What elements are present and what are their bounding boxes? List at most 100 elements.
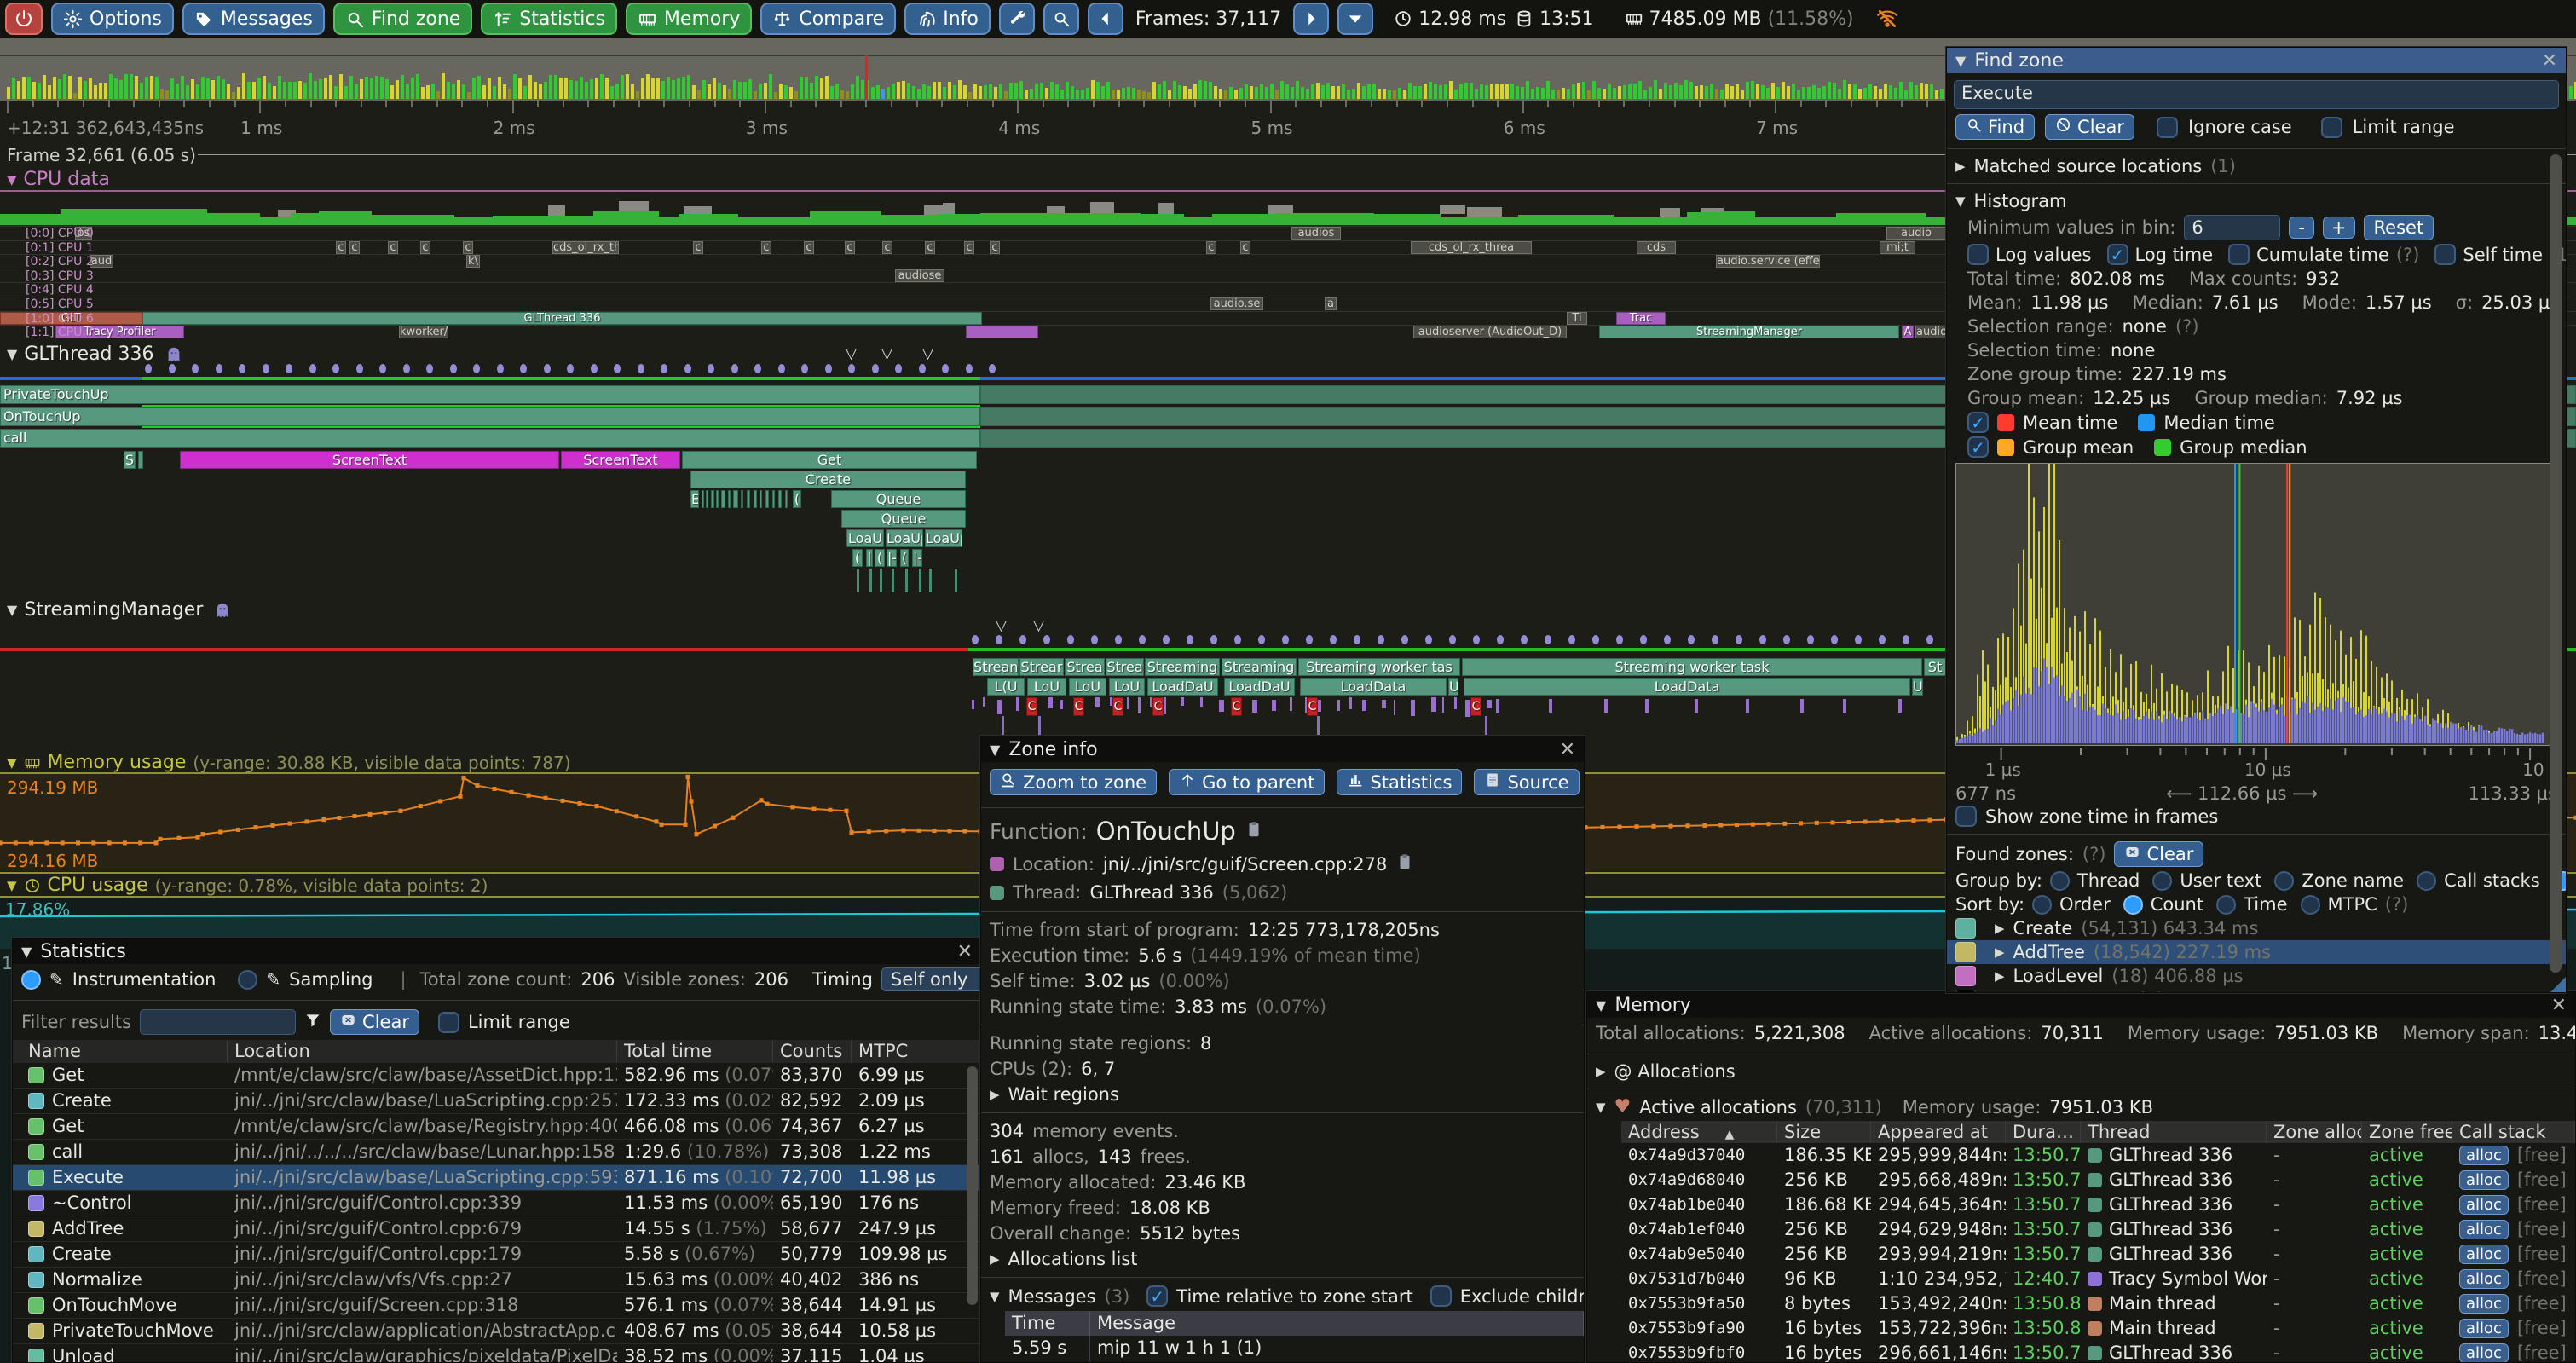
cpu-zone[interactable]: c <box>925 240 935 254</box>
zone-bar[interactable] <box>754 490 757 508</box>
collapse-icon[interactable]: ▼ <box>990 741 1001 758</box>
found-clear-button[interactable]: Clear <box>2114 841 2204 867</box>
zone-bar[interactable]: LoU <box>1069 678 1106 696</box>
zone-bar[interactable] <box>716 490 719 508</box>
zone-bar[interactable]: Strear <box>1019 658 1064 676</box>
close-icon[interactable]: ✕ <box>1559 738 1575 760</box>
log-time-checkbox[interactable] <box>2106 244 2128 265</box>
cpu-zone[interactable]: c <box>1240 240 1250 254</box>
limit-range-checkbox[interactable] <box>2320 116 2342 138</box>
cpu-zone[interactable]: Trac <box>1616 311 1666 325</box>
group-by-radio-user-text[interactable] <box>2152 870 2173 891</box>
group-by-radio-thread[interactable] <box>2049 870 2070 891</box>
cpu-zone[interactable]: c <box>990 240 1000 254</box>
zone-bar[interactable]: E <box>690 490 699 508</box>
zone-bar[interactable] <box>0 407 980 426</box>
cpu-zone[interactable]: audioserver (AudioOut_D) <box>1413 326 1567 339</box>
cpu-zone[interactable] <box>966 326 1038 339</box>
table-row[interactable]: AddTree jni/../jni/src/guif/Control.cpp:6… <box>13 1216 981 1241</box>
column-header-zone-free[interactable]: Zone free <box>2362 1121 2452 1143</box>
close-icon[interactable]: ✕ <box>2550 994 2567 1016</box>
zone-bar[interactable] <box>706 490 708 508</box>
zone-bar[interactable]: LoaUp <box>925 529 962 547</box>
streaming-section-header[interactable]: ▼ StreamingManager <box>7 599 232 621</box>
zone-bar[interactable] <box>702 490 704 508</box>
zone-bar[interactable]: U <box>1448 678 1458 696</box>
table-row[interactable]: Normalize jni/../jni/src/claw/vfs/Vfs.cpp… <box>13 1267 981 1292</box>
cpu-zone[interactable]: audios <box>1291 227 1341 240</box>
table-row[interactable]: Create jni/../jni/src/claw/base/LuaScript… <box>13 1088 981 1113</box>
allocations-expander[interactable]: ▶ @ Allocations <box>1587 1060 2575 1083</box>
cpu-data-section-header[interactable]: ▼ CPU data <box>7 169 110 190</box>
timing-select[interactable]: Self only▼ <box>881 967 981 991</box>
column-header-location[interactable]: Location <box>228 1040 617 1062</box>
table-row[interactable]: PrivateTouchMove jni/../jni/src/claw/appl… <box>13 1318 981 1343</box>
collapse-icon[interactable]: ▼ <box>1955 52 1967 69</box>
allocation-row[interactable]: 0x74a9d68040 256 KB 295,668,489ns 13:50.7 GL… <box>1621 1168 2575 1193</box>
zone-info-panel-header[interactable]: ▼ Zone info ✕ <box>981 736 1584 762</box>
exclude-children-checkbox[interactable] <box>1430 1285 1452 1307</box>
active-allocations-expander[interactable]: ▼ ♥ Active allocations (70,311) Memory usage… <box>1587 1094 2575 1119</box>
zone-bar[interactable] <box>760 490 762 508</box>
legend-checkbox[interactable] <box>1967 412 1989 433</box>
group-by-radio-zone-name[interactable] <box>2274 870 2295 891</box>
next-frame-button[interactable] <box>1293 3 1330 35</box>
go-to-parent-button[interactable]: Go to parent <box>1169 769 1326 795</box>
cpu-zone[interactable]: c <box>420 240 430 254</box>
error-zone[interactable]: C <box>1231 697 1242 716</box>
time-ruler[interactable]: +12:31 362,643,435ns 1 ms 2 ms 3 ms 4 ms 5 ms… <box>0 101 2576 141</box>
zone-bar[interactable]: LoU <box>1109 678 1145 696</box>
cpu-zone[interactable]: GLT <box>0 311 142 325</box>
zone-bar[interactable]: ( <box>793 490 801 508</box>
cpu-zone[interactable]: audio.se <box>1210 297 1263 310</box>
alloc-button[interactable]: alloc <box>2459 1294 2509 1314</box>
statistics-scrollbar[interactable] <box>967 1066 978 1305</box>
column-header-size[interactable]: Size <box>1777 1121 1871 1143</box>
alloc-button[interactable]: alloc <box>2459 1269 2509 1289</box>
zone-bar[interactable]: Strea <box>1106 658 1144 676</box>
cpu-zone[interactable]: c <box>845 240 855 254</box>
cpu-zone[interactable]: a <box>1325 297 1337 310</box>
zone-bar[interactable] <box>785 490 788 508</box>
cpu-zone[interactable]: c <box>882 240 892 254</box>
alloc-button[interactable]: alloc <box>2459 1146 2509 1165</box>
allocation-row[interactable]: 0x7531d7b040 96 KB 1:10 234,952,161 12:40.7… <box>1621 1267 2575 1291</box>
cpu-row[interactable]: [0:4] CPU 4 <box>0 283 2576 297</box>
zone-bar[interactable] <box>0 385 980 404</box>
mode-radio-sampling[interactable] <box>238 969 258 990</box>
cpu-row[interactable]: GLT GLThread 336 Ti Trac [1:0] CPU 6 <box>0 311 2576 326</box>
memory-button[interactable]: Memory <box>625 3 753 35</box>
memory-usage-section-header[interactable]: ▼ Memory usage (y-range: 30.88 KB, visible… <box>7 752 571 773</box>
min-bin-input[interactable]: 6 <box>2184 215 2281 240</box>
frame-marker-icon[interactable]: ▽ <box>996 617 1008 634</box>
column-header-counts[interactable]: Counts▼ <box>773 1040 852 1062</box>
column-header-mtpc[interactable]: MTPC <box>852 1040 981 1062</box>
column-header-message[interactable]: Message <box>1090 1311 1584 1336</box>
error-zone[interactable]: C <box>1026 697 1037 716</box>
allocation-row[interactable]: 0x7553b9fbf0 16 bytes 296,661,146ns 13:50.7… <box>1621 1341 2575 1362</box>
statistics-button[interactable]: Statistics <box>1337 769 1463 795</box>
allocation-row[interactable]: 0x74ab1be040 186.68 KB 294,645,364ns 13:50.… <box>1621 1193 2575 1217</box>
cpu-zone[interactable]: cds_ol_rx_threa <box>1411 240 1532 254</box>
cpu-zone[interactable]: A <box>1902 326 1914 339</box>
mode-radio-instrumentation[interactable] <box>21 969 41 990</box>
zone-bar[interactable]: Streaming worker tas <box>1298 658 1460 676</box>
memory-panel-header[interactable]: ▼ Memory ✕ <box>1587 992 2575 1018</box>
cpu-row[interactable]: os audios audio [0:0] CPU 0 <box>0 227 2576 240</box>
source-button[interactable]: Source <box>1474 769 1580 795</box>
statistics-panel-header[interactable]: ▼ Statistics ✕ <box>13 939 981 964</box>
alloc-button[interactable]: alloc <box>2459 1343 2509 1362</box>
zone-bar[interactable] <box>733 490 738 508</box>
matched-locations-expander[interactable]: ▶ Matched source locations (1) <box>1947 154 2566 178</box>
zone-bar[interactable]: U <box>1912 678 1923 696</box>
table-row[interactable]: Unload jni/../jni/src/claw/graphics/pixel… <box>13 1343 981 1362</box>
cpu-zone[interactable]: c <box>1206 240 1216 254</box>
find-zone-panel-header[interactable]: ▼ Find zone ✕ <box>1947 48 2566 73</box>
zone-bar[interactable]: LoadDaU <box>1147 678 1218 696</box>
cpu-row[interactable]: c c c c c cds_ol_rx_thr c c c c c c c c c c cds_ol_rx_th… <box>0 240 2576 255</box>
cpu-zone[interactable]: cds <box>1637 240 1676 254</box>
zone-bar[interactable] <box>721 490 725 508</box>
table-row[interactable]: call jni/../jni/../../../src/claw/base/Lu… <box>13 1139 981 1164</box>
cpu-zone[interactable]: c <box>964 240 974 254</box>
allocation-row[interactable]: 0x74a9d37040 186.35 KB 295,999,844ns 13:50.… <box>1621 1143 2575 1168</box>
